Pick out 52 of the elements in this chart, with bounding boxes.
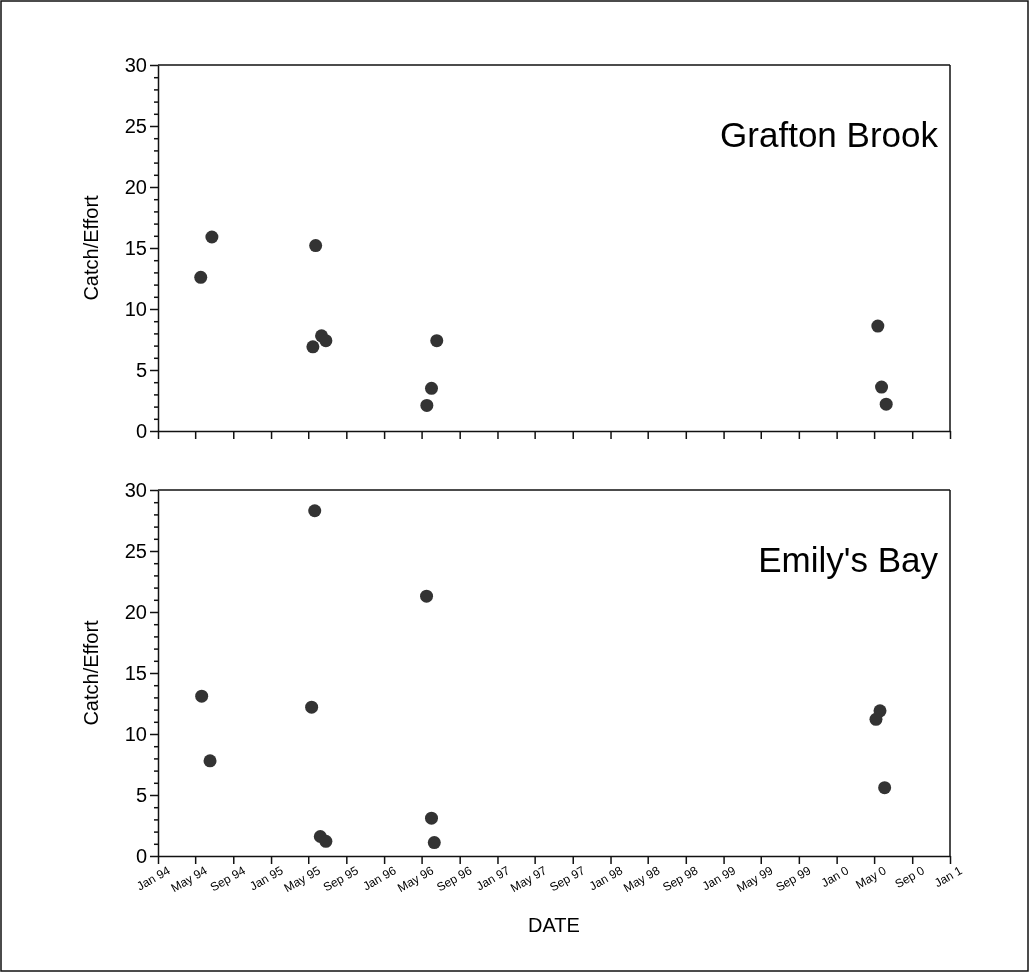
x-tick-label: Sep 0 <box>892 863 927 892</box>
y-tick-label: 15 <box>124 661 147 684</box>
point <box>875 380 889 394</box>
x-tick-label: Sep 94 <box>207 863 249 895</box>
y-tick-label: 10 <box>124 297 147 320</box>
x-tick-label: Sep 99 <box>773 863 814 895</box>
y-tick-label: 20 <box>124 175 147 198</box>
x-tick-label: May 0 <box>853 863 889 892</box>
point <box>306 340 320 354</box>
text: Grafton Brook <box>720 115 939 154</box>
x-tick-label: Sep 97 <box>547 863 588 895</box>
point <box>308 504 322 518</box>
y-tick-label: 25 <box>124 114 147 137</box>
x-tick-label: May 99 <box>734 863 776 896</box>
y-tick-label: 5 <box>135 358 147 381</box>
x-tick-label: Jan 0 <box>818 863 852 891</box>
point <box>420 398 434 412</box>
x-axis-title: DATE <box>528 914 580 936</box>
y-tick-label: 30 <box>124 53 147 76</box>
x-tick-label: Sep 98 <box>660 863 701 895</box>
point <box>203 754 217 768</box>
point <box>194 270 208 284</box>
y-tick-label: 0 <box>135 844 147 867</box>
point <box>425 381 438 395</box>
point <box>205 230 219 244</box>
point <box>878 781 892 795</box>
y-tick-label: 5 <box>135 783 147 806</box>
point <box>425 811 438 825</box>
point <box>319 834 333 848</box>
y-tick-label: 0 <box>135 419 147 442</box>
y-tick-label: 15 <box>124 236 147 259</box>
point <box>869 712 883 726</box>
point <box>430 334 444 348</box>
y-axis-title: Catch/Effort <box>80 194 102 301</box>
point <box>195 689 209 703</box>
y-tick-label: 30 <box>124 478 147 501</box>
y-axis-title: Catch/Effort <box>80 619 102 726</box>
x-tick-label: Sep 96 <box>434 863 475 895</box>
x-tick-label: Jan 1 <box>932 863 965 891</box>
point <box>305 700 319 714</box>
point <box>309 239 323 253</box>
y-tick-label: 10 <box>124 722 147 745</box>
point <box>427 836 441 850</box>
point <box>319 334 333 348</box>
text: Emily's Bay <box>758 540 939 579</box>
x-tick-label: Sep 95 <box>320 863 362 895</box>
y-tick-label: 25 <box>124 539 147 562</box>
y-tick-label: 20 <box>124 600 147 623</box>
point <box>871 319 885 333</box>
x-tick-label: May 97 <box>508 863 550 896</box>
point <box>879 397 893 411</box>
point <box>420 589 434 603</box>
